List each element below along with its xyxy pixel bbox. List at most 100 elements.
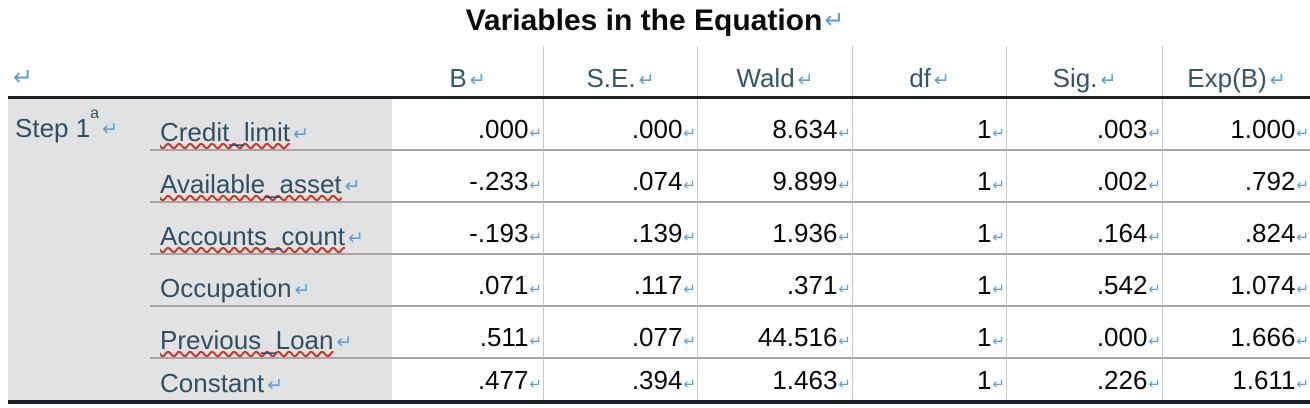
value-cell[interactable]: .824 ↵ [1162, 203, 1310, 255]
value-cell[interactable]: .477 ↵ [477, 364, 542, 395]
value-cell[interactable]: 1 ↵ [852, 151, 1006, 203]
value-cell[interactable]: .511 ↵ [392, 307, 543, 359]
value-cell[interactable]: 1.074 ↵ [1162, 255, 1310, 307]
value-cell[interactable]: 1 ↵ [852, 255, 1006, 307]
paragraph-mark-icon: ↵ [469, 70, 486, 91]
cell-mark-icon: ↵ [529, 281, 542, 298]
cell-mark-icon: ↵ [1148, 376, 1161, 393]
paragraph-mark-icon: ↵ [267, 375, 283, 396]
cell-mark-icon: ↵ [838, 177, 851, 194]
cell-mark-icon: ↵ [992, 177, 1005, 194]
paragraph-mark-icon: ↵ [293, 124, 309, 145]
value-cell[interactable]: .117 ↵ [543, 255, 697, 307]
value-cell[interactable]: .071 ↵ [392, 255, 543, 307]
cell-mark-icon: ↵ [992, 333, 1005, 350]
cell-mark-icon: ↵ [683, 125, 696, 142]
value-cell[interactable]: 1.936 ↵ [697, 203, 852, 255]
row-label[interactable]: Previous_Loan ↵ [150, 307, 392, 359]
value-cell[interactable]: .371 ↵ [697, 255, 852, 307]
cell-mark-icon: ↵ [1148, 333, 1161, 350]
row-label[interactable]: Occupation ↵ [150, 255, 392, 307]
cell-mark-icon: ↵ [683, 376, 696, 393]
cell-mark-icon: ↵ [683, 229, 696, 246]
value-cell[interactable]: 1 ↵ [852, 203, 1006, 255]
paragraph-mark-icon: ↵ [348, 228, 364, 249]
value-cell[interactable]: .542 ↵ [1006, 255, 1162, 307]
value-cell[interactable]: .077 ↵ [543, 307, 697, 359]
value-cell[interactable]: .139 ↵ [543, 203, 697, 255]
cell-mark-icon: ↵ [992, 281, 1005, 298]
cell-mark-icon: ↵ [1296, 177, 1309, 194]
header-cell-sig[interactable]: Sig. ↵ [1006, 46, 1162, 96]
cell-mark-icon: ↵ [529, 376, 542, 393]
cell-mark-icon: ↵ [1148, 177, 1161, 194]
cell-mark-icon: ↵ [992, 229, 1005, 246]
value-cell[interactable]: 1.666 ↵ [1162, 307, 1310, 359]
header-cell-expb[interactable]: Exp(B) ↵ [1162, 46, 1310, 96]
table-body: Step 1a↵ Credit_limit ↵ .000 ↵ .000 ↵ 8.634… [8, 99, 1310, 404]
cell-mark-icon: ↵ [683, 177, 696, 194]
variables-in-equation-table: ↵ B ↵ S.E. ↵ Wald ↵ df ↵ Sig. ↵ Exp(B) ↵ Step … [8, 46, 1310, 404]
cell-mark-icon: ↵ [683, 333, 696, 350]
value-cell[interactable]: .792 ↵ [1162, 151, 1310, 203]
value-cell[interactable]: 9.899 ↵ [697, 151, 852, 203]
cell-mark-icon: ↵ [529, 333, 542, 350]
footnote-marker: a [90, 105, 100, 123]
value-cell[interactable]: .394 ↵ [543, 359, 697, 400]
value-cell[interactable]: .003 ↵ [1006, 99, 1162, 151]
cell-mark-icon: ↵ [1296, 229, 1309, 246]
value-cell[interactable]: -.233 ↵ [392, 151, 543, 203]
cell-mark-icon: ↵ [838, 333, 851, 350]
value-cell[interactable]: 8.634 ↵ [697, 99, 852, 151]
paragraph-mark-icon: ↵ [1269, 70, 1286, 91]
paragraph-mark-icon: ↵ [344, 176, 361, 197]
row-label[interactable]: Accounts_count ↵ [150, 203, 392, 255]
value-cell[interactable]: .000 ↵ [1006, 307, 1162, 359]
table-title[interactable]: Variables in the Equation↵ [0, 4, 1310, 38]
value-cell[interactable]: 1 ↵ [852, 359, 1006, 400]
cell-mark-icon: ↵ [1148, 281, 1161, 298]
header-cell-df[interactable]: df ↵ [852, 46, 1006, 96]
cell-mark-icon: ↵ [1296, 281, 1309, 298]
header-cell-stub[interactable]: ↵ [8, 46, 392, 96]
paragraph-mark-icon: ↵ [638, 70, 655, 91]
cell-mark-icon: ↵ [992, 376, 1005, 393]
header-cell-wald[interactable]: Wald ↵ [697, 46, 852, 96]
cell-mark-icon: ↵ [683, 281, 696, 298]
value-cell[interactable]: 1 ↵ [852, 307, 1006, 359]
header-cell-b[interactable]: B ↵ [449, 62, 486, 93]
cell-mark-icon: ↵ [529, 229, 542, 246]
table-title-text: Variables in the Equation [465, 4, 823, 37]
cell-mark-icon: ↵ [1296, 125, 1309, 142]
value-cell[interactable]: .002 ↵ [1006, 151, 1162, 203]
cell-mark-icon: ↵ [838, 376, 851, 393]
row-label[interactable]: Available_asset ↵ [150, 151, 392, 203]
cell-mark-icon: ↵ [838, 229, 851, 246]
row-label[interactable]: Constant ↵ [150, 359, 392, 400]
cell-mark-icon: ↵ [1148, 229, 1161, 246]
cell-mark-icon: ↵ [1148, 125, 1161, 142]
paragraph-mark-icon: ↵ [933, 70, 950, 91]
value-cell[interactable]: .074 ↵ [543, 151, 697, 203]
cell-mark-icon: ↵ [838, 281, 851, 298]
step-label-cell[interactable]: Step 1a↵ [8, 99, 150, 400]
value-cell[interactable]: 44.516 ↵ [697, 307, 852, 359]
value-cell[interactable]: .000 ↵ [543, 99, 697, 151]
value-cell[interactable]: 1.611 ↵ [1162, 359, 1310, 400]
value-cell[interactable]: -.193 ↵ [392, 203, 543, 255]
value-cell[interactable]: .000 ↵ [392, 99, 543, 151]
value-cell[interactable]: 1.463 ↵ [697, 359, 852, 400]
paragraph-mark-icon: ↵ [1100, 70, 1117, 91]
header-cell-se[interactable]: S.E. ↵ [543, 46, 697, 96]
cell-mark-icon: ↵ [838, 125, 851, 142]
value-cell[interactable]: .164 ↵ [1006, 203, 1162, 255]
value-cell[interactable]: 1.000 ↵ [1162, 99, 1310, 151]
paragraph-mark-icon: ↵ [294, 280, 311, 301]
value-cell[interactable]: .226 ↵ [1006, 359, 1162, 400]
row-label[interactable]: Credit_limit ↵ [150, 99, 392, 151]
cell-mark-icon: ↵ [1296, 376, 1309, 393]
value-cell[interactable]: 1 ↵ [852, 99, 1006, 151]
paragraph-mark-icon: ↵ [336, 332, 353, 353]
cell-mark-icon: ↵ [529, 125, 542, 142]
paragraph-mark-icon: ↵ [13, 64, 34, 91]
